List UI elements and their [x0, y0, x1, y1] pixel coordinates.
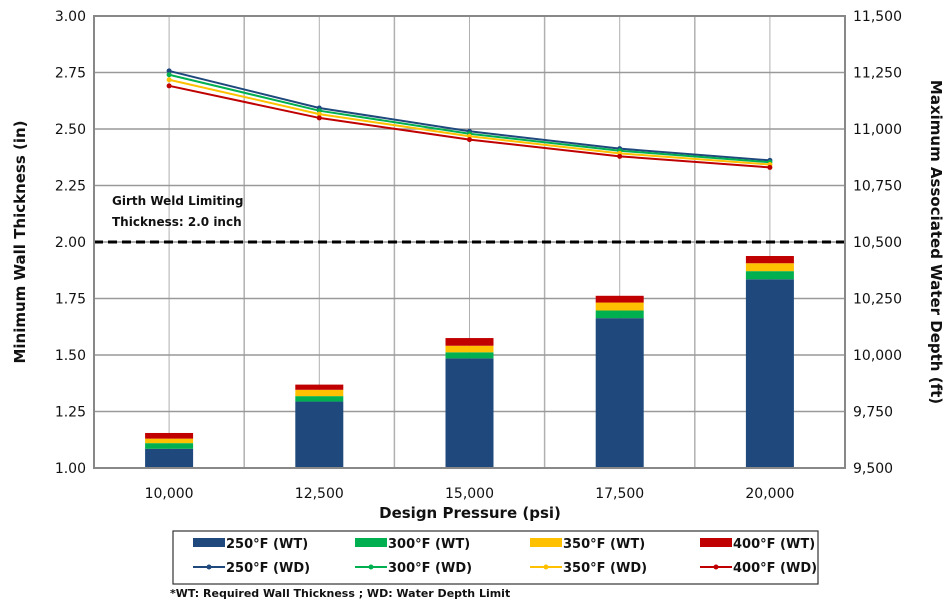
data-point [166, 68, 172, 74]
legend-swatch [355, 538, 387, 547]
bar-segment [595, 318, 644, 468]
y-left-tick-label: 2.75 [55, 66, 86, 82]
data-point [166, 83, 172, 89]
legend-box [172, 530, 819, 585]
y-right-tick-label: 9,750 [853, 405, 893, 421]
data-point [166, 72, 172, 78]
legend-label: 400°F (WD) [733, 561, 817, 576]
y-left-tick-label: 1.25 [55, 405, 86, 421]
reference-label-line2: Thickness: 2.0 inch [112, 215, 242, 229]
y-right-tick-label: 10,000 [853, 348, 902, 364]
bar-segment [745, 271, 794, 280]
bar-segment [445, 358, 494, 468]
y-left-tick-label: 3.00 [55, 9, 86, 25]
y-left-tick-label: 1.00 [55, 461, 86, 477]
data-point [166, 77, 172, 83]
y-right-tick-label: 10,500 [853, 235, 902, 251]
legend-label: 350°F (WD) [563, 561, 647, 576]
y-right-tick-label: 10,750 [853, 179, 902, 195]
x-tick-label: 17,500 [595, 486, 644, 502]
bar-segment [445, 345, 494, 353]
legend-marker [543, 564, 549, 570]
data-point [316, 115, 322, 121]
footnote: *WT: Required Wall Thickness ; WD: Water… [170, 587, 510, 600]
bar-segment [295, 384, 344, 390]
x-axis-title: Design Pressure (psi) [379, 504, 561, 522]
legend-marker [368, 564, 374, 570]
y-right-tick-label: 9,500 [853, 461, 893, 477]
legend-label: 400°F (WT) [733, 537, 815, 552]
bar-segment [445, 352, 494, 359]
bars [145, 256, 794, 468]
bar-segment [745, 256, 794, 264]
plot-frame [93, 15, 846, 469]
data-point [467, 137, 472, 143]
y-right-tick-label: 10,250 [853, 292, 902, 308]
y-left-axis-title: Minimum Wall Thickness (in) [11, 120, 29, 363]
x-tick-label: 12,500 [295, 486, 344, 502]
y-right-axis-title: Maximum Associated Water Depth (ft) [927, 80, 945, 404]
legend-label: 300°F (WT) [388, 537, 470, 552]
legend-label: 350°F (WT) [563, 537, 645, 552]
bar-segment [295, 389, 344, 397]
bar-segment [595, 302, 644, 311]
bar-segment [145, 448, 194, 468]
legend-marker [206, 564, 212, 570]
y-left-tick-label: 2.50 [55, 122, 86, 138]
lines [166, 68, 773, 170]
data-point [316, 111, 322, 117]
x-tick-label: 15,000 [445, 486, 494, 502]
y-left-tick-label: 1.75 [55, 292, 86, 308]
bar-segment [145, 443, 194, 449]
bar-segment [145, 438, 194, 444]
reference-label-line1: Girth Weld Limiting [112, 194, 244, 208]
legend-label: 300°F (WD) [388, 561, 472, 576]
x-tick-label: 20,000 [745, 486, 794, 502]
bar-segment [745, 263, 794, 272]
y-right-tick-label: 11,000 [853, 122, 902, 138]
y-left-tick-label: 2.25 [55, 179, 86, 195]
bar-segment [295, 401, 344, 468]
legend-swatch [193, 538, 225, 547]
legend-marker [713, 564, 719, 570]
legend-swatch [700, 538, 732, 547]
y-right-tick-label: 11,250 [853, 66, 902, 82]
y-left-tick-label: 1.50 [55, 348, 86, 364]
y-right-tick-label: 11,500 [853, 9, 902, 25]
legend: 250°F (WT) 300°F (WT) 350°F (WT) 400°F (WT)… [193, 537, 817, 576]
legend-label: 250°F (WT) [226, 537, 308, 552]
legend-label: 250°F (WD) [226, 561, 310, 576]
data-point [617, 153, 623, 159]
x-tick-label: 10,000 [145, 486, 194, 502]
ticks: 1.00 9,500 1.25 9,750 1.50 10,000 1.75 10,250 2.… [55, 9, 902, 502]
data-point [767, 164, 773, 170]
bar-segment [145, 432, 194, 439]
bar-segment [745, 279, 794, 468]
bar-segment [295, 396, 344, 402]
bar-segment [595, 295, 644, 303]
y-left-tick-label: 2.00 [55, 235, 86, 251]
legend-swatch [530, 538, 562, 547]
bar-segment [595, 310, 644, 319]
bar-segment [445, 338, 494, 346]
